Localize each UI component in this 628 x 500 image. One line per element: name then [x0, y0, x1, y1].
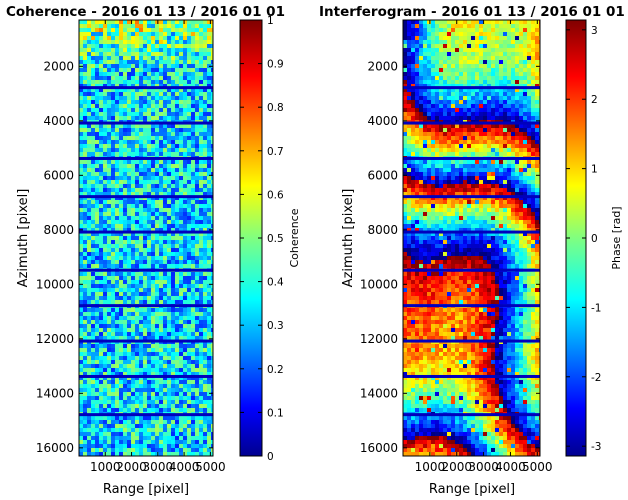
coherence-y-label: Azimuth [pixel] [16, 189, 31, 288]
burst-boundary [403, 156, 540, 160]
coherence-axes-frame [78, 19, 214, 457]
burst-boundary [403, 268, 540, 272]
x-tick-label: 1000 [90, 460, 121, 474]
burst-boundary [403, 230, 540, 234]
colorbar-tick-label: 2 [591, 94, 598, 106]
y-tick-label: 4000 [43, 114, 74, 128]
y-tick-label: 2000 [43, 59, 74, 73]
y-tick-label: 4000 [367, 114, 398, 128]
y-tick-label: 6000 [43, 168, 74, 182]
y-tick-label: 10000 [360, 277, 398, 291]
colorbar-tick-label: 1 [267, 15, 274, 27]
y-tick-label: 12000 [360, 332, 398, 346]
x-tick-label: 1000 [415, 460, 446, 474]
burst-boundary [79, 304, 213, 308]
interferogram-y-label: Azimuth [pixel] [341, 189, 356, 288]
x-tick-label: 5000 [195, 460, 226, 474]
burst-boundary [79, 339, 213, 343]
colorbar-tick-label: -3 [591, 441, 601, 453]
burst-boundary [403, 339, 540, 343]
y-tick-label: 10000 [36, 277, 74, 291]
coherence-x-label: Range [pixel] [103, 482, 189, 497]
coherence-title: Coherence - 2016 01 13 / 2016 01 01 [6, 4, 285, 20]
colorbar-tick-label: -2 [591, 372, 601, 384]
colorbar-tick-label: 0.6 [267, 189, 284, 201]
interferogram-title: Interferogram - 2016 01 13 / 2016 01 01 [319, 4, 625, 20]
x-tick-label: 3000 [468, 460, 499, 474]
coherence-image [79, 20, 213, 456]
y-tick-label: 16000 [360, 441, 398, 455]
colorbar-tick-label: 0 [591, 233, 598, 245]
colorbar-tick-label: 3 [591, 25, 598, 37]
burst-boundary [403, 374, 540, 378]
coherence-y-ticks: 2000 4000 6000 8000 10000 12000 14000 16000 [36, 59, 213, 455]
burst-boundary [79, 156, 213, 160]
colorbar-tick-label: 0 [267, 451, 274, 463]
x-tick-label: 3000 [143, 460, 174, 474]
y-tick-label: 12000 [36, 332, 74, 346]
x-tick-label: 2000 [116, 460, 147, 474]
burst-boundary [79, 268, 213, 272]
burst-boundary [79, 413, 213, 417]
x-tick-label: 4000 [169, 460, 200, 474]
interferogram-panel: Interferogram - 2016 01 13 / 2016 01 01 … [319, 4, 625, 497]
colorbar-tick-label: 0.1 [267, 407, 284, 419]
x-tick-label: 4000 [495, 460, 526, 474]
coherence-panel: Coherence - 2016 01 13 / 2016 01 01 2000… [6, 4, 301, 497]
y-tick-label: 14000 [36, 386, 74, 400]
x-tick-label: 2000 [441, 460, 472, 474]
y-tick-label: 14000 [360, 386, 398, 400]
y-tick-label: 2000 [367, 59, 398, 73]
coherence-colorbar-ticks: 0 0.1 0.2 0.3 0.4 0.5 0.6 0.7 0.8 0.9 1 [240, 15, 284, 463]
burst-boundary [403, 86, 540, 90]
burst-boundary [403, 413, 540, 417]
interferogram-colorbar-ticks: 3 2 1 0 -1 -2 -3 [566, 25, 601, 453]
coherence-colorbar-label: Coherence [288, 208, 301, 267]
burst-boundary [79, 121, 213, 125]
colorbar-tick-label: 0.8 [267, 102, 284, 114]
burst-boundary [403, 304, 540, 308]
colorbar-tick-label: 0.3 [267, 320, 284, 332]
colorbar-tick-label: 0.4 [267, 277, 284, 289]
burst-boundary [403, 121, 540, 125]
burst-boundary [403, 195, 540, 199]
colorbar-tick-label: 0.5 [267, 233, 284, 245]
y-tick-label: 8000 [43, 223, 74, 237]
colorbar-tick-label: 1 [591, 164, 598, 176]
colorbar-tick-label: 0.9 [267, 59, 284, 71]
colorbar-tick-label: 0.7 [267, 146, 284, 158]
interferogram-axes-frame [402, 19, 541, 457]
burst-boundary [79, 86, 213, 90]
y-tick-label: 6000 [367, 168, 398, 182]
burst-boundary [79, 195, 213, 199]
burst-boundary [79, 374, 213, 378]
colorbar-tick-label: 0.2 [267, 364, 284, 376]
interferogram-y-ticks: 2000 4000 6000 8000 10000 12000 14000 16000 [360, 59, 540, 455]
colorbar-tick-label: -1 [591, 302, 601, 314]
burst-boundary [79, 230, 213, 234]
interferogram-x-label: Range [pixel] [429, 482, 515, 497]
x-tick-label: 5000 [522, 460, 553, 474]
y-tick-label: 16000 [36, 441, 74, 455]
interferogram-image [403, 20, 540, 456]
y-tick-label: 8000 [367, 223, 398, 237]
interferogram-colorbar-label: Phase [rad] [610, 206, 623, 269]
